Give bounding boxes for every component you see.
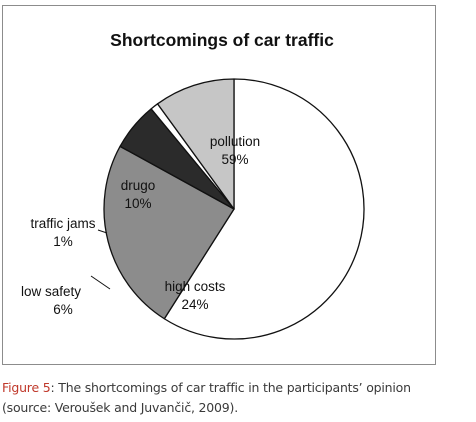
caption-figure-number: 5 <box>42 380 51 395</box>
slice-labels: pollution 59% high costs 24% low safety 6% tra… <box>21 134 260 317</box>
caption-text-1: : The shortcomings of car traffic in the… <box>50 380 412 395</box>
caption-figure-label: Figure <box>2 380 39 395</box>
slice-label-pollution: pollution <box>210 134 260 149</box>
slice-value-traffic-jams: 1% <box>53 234 73 249</box>
slice-label-drugo: drugo <box>121 178 156 193</box>
slice-value-drugo: 10% <box>124 196 151 211</box>
chart-title: Shortcomings of car traffic <box>110 30 334 50</box>
slice-label-traffic-jams: traffic jams <box>30 216 95 231</box>
pie-slice-high-costs <box>103 145 235 320</box>
slice-value-low-safety: 6% <box>53 302 73 317</box>
figure-caption: Figure 5: The shortcomings of car traffi… <box>2 378 472 418</box>
pie-chart: Shortcomings of car traffic pollution 59%… <box>21 30 365 340</box>
slice-label-low-safety: low safety <box>21 284 81 299</box>
pie-slices <box>103 78 365 340</box>
leader-line-traffic-jams <box>97 229 108 234</box>
pie-slice-pollution <box>163 78 365 340</box>
pie-slice-drugo <box>156 78 235 210</box>
slice-value-pollution: 59% <box>221 152 248 167</box>
chart-frame: Shortcomings of car traffic pollution 59%… <box>2 5 436 365</box>
slice-label-high-costs: high costs <box>165 279 226 294</box>
slice-value-high-costs: 24% <box>181 297 208 312</box>
leader-line-low-safety <box>90 275 111 290</box>
caption-line-2: (source: Veroušek and Juvančič, 2009). <box>2 400 238 415</box>
caption-line-1: Figure 5: The shortcomings of car traffi… <box>2 378 472 398</box>
label-leaders <box>90 229 111 290</box>
